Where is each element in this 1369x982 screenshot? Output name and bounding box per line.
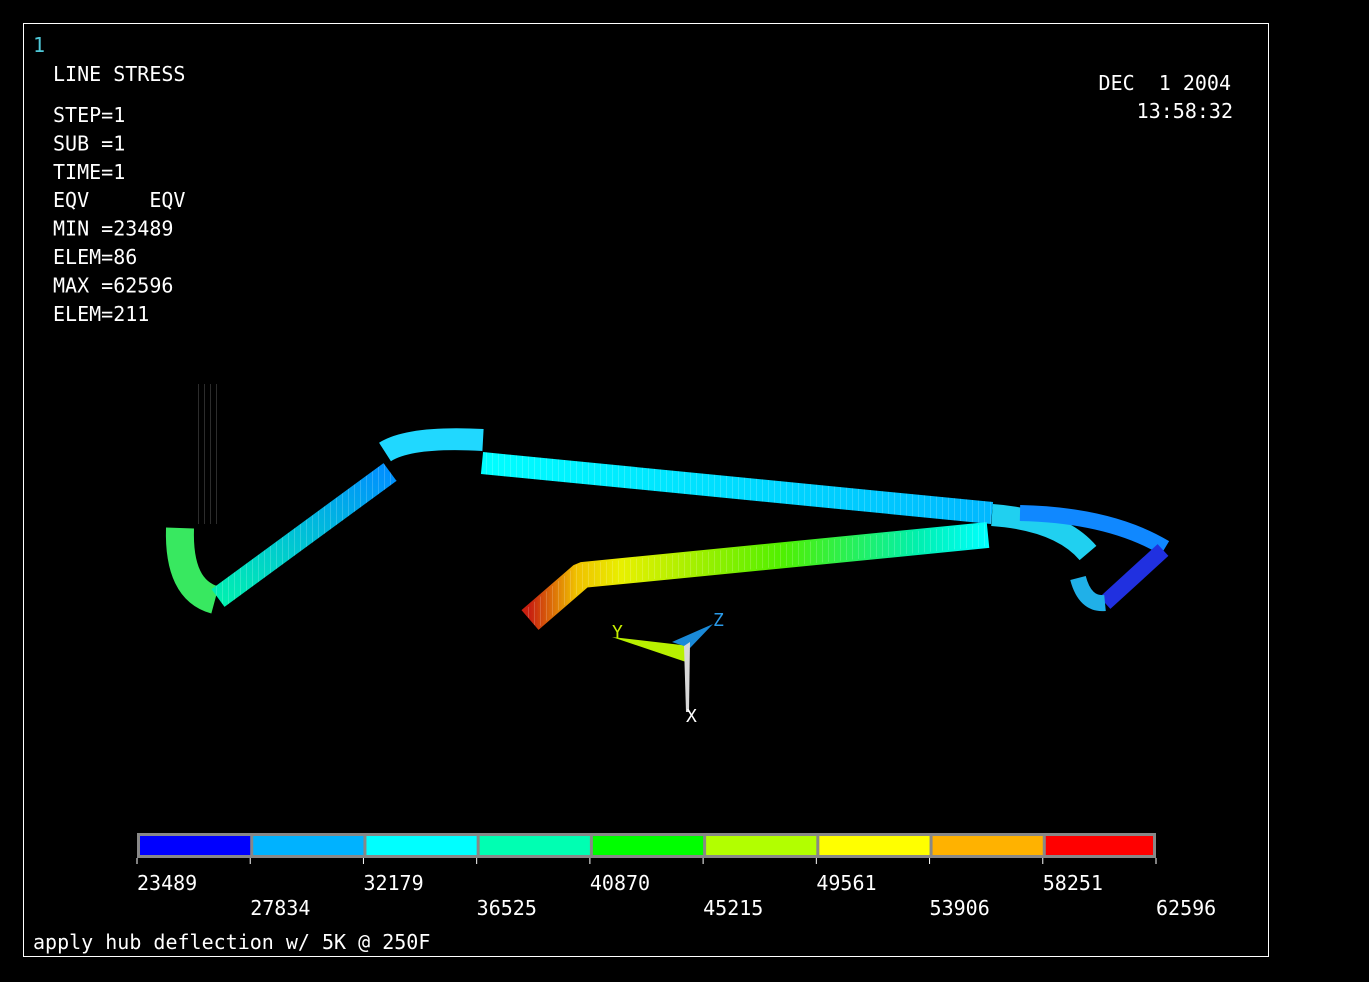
legend-swatch	[932, 836, 1043, 855]
legend-label: 45215	[703, 896, 763, 920]
info-line: MIN =23489	[53, 217, 173, 241]
legend-swatch	[366, 836, 477, 855]
pipe-bend	[379, 428, 484, 462]
legend-label: 36525	[477, 896, 537, 920]
info-line: MAX =62596	[53, 273, 173, 297]
legend-swatch	[592, 836, 704, 855]
legend-label: 62596	[1156, 896, 1216, 920]
pipe-bend	[1070, 575, 1106, 612]
legend-label: 23489	[137, 871, 197, 895]
legend-swatch	[479, 836, 590, 855]
triad-y-axis	[612, 637, 690, 662]
caption: apply hub deflection w/ 5K @ 250F	[33, 930, 430, 954]
info-line: SUB =1	[53, 131, 125, 155]
pipe-model	[165, 384, 1170, 630]
window-border	[23, 23, 1269, 957]
triad-x-label: X	[686, 706, 697, 727]
info-line: ELEM=211	[53, 302, 149, 326]
contour-legend: 23489 27834 32179 36525 40870 45215 49561 53906…	[136, 833, 1216, 920]
legend-swatch	[1045, 836, 1153, 855]
pipe-bend	[991, 504, 1097, 561]
pipe-segment	[1099, 544, 1169, 609]
legend-label: 27834	[250, 896, 310, 920]
axis-triad: Y Z X	[612, 610, 724, 727]
time: 13:58:32	[1137, 99, 1233, 123]
triad-y-label: Y	[612, 622, 623, 643]
pipe-bend	[1019, 505, 1170, 555]
triad-x-axis	[684, 642, 690, 712]
legend-label: 40870	[590, 871, 650, 895]
info-line: ELEM=86	[53, 245, 137, 269]
legend-swatch	[819, 836, 930, 855]
window-number: 1	[33, 33, 45, 57]
info-line: STEP=1	[53, 103, 125, 127]
info-block: STEP=1 SUB =1 TIME=1 EQV EQV MIN =23489 ELEM=…	[53, 103, 185, 326]
legend-label: 49561	[816, 871, 876, 895]
plot-title: LINE STRESS	[53, 62, 185, 86]
legend-swatch	[706, 836, 817, 855]
legend-label: 32179	[363, 871, 423, 895]
info-line: TIME=1	[53, 160, 125, 184]
date: DEC 1 2004	[1099, 71, 1231, 95]
legend-label: 58251	[1043, 871, 1103, 895]
info-line: EQV EQV	[53, 188, 185, 212]
element-hatching	[197, 384, 994, 629]
legend-swatch	[253, 836, 364, 855]
triad-z-label: Z	[713, 610, 724, 631]
legend-label: 53906	[930, 896, 990, 920]
pipe-bend	[165, 527, 220, 614]
triad-z-axis	[672, 624, 713, 648]
legend-swatch	[140, 836, 251, 855]
